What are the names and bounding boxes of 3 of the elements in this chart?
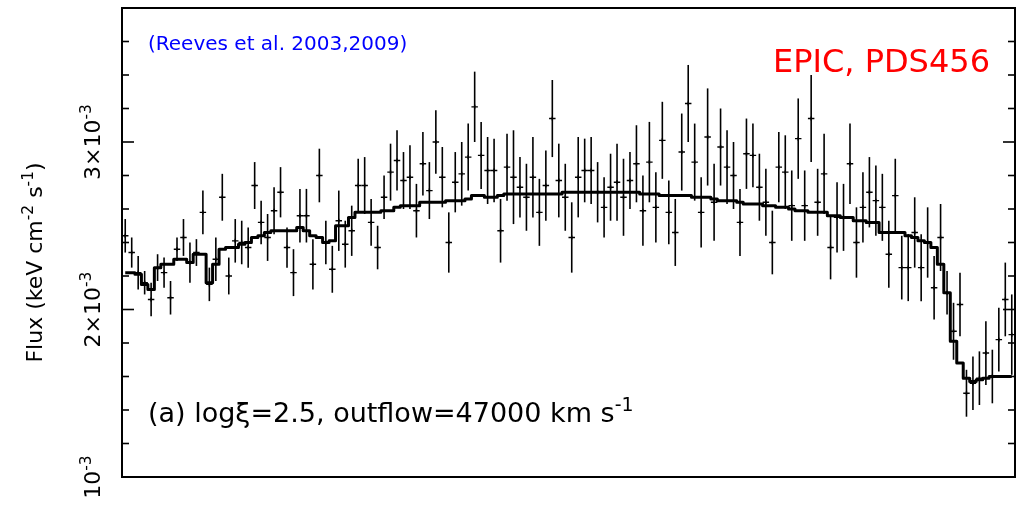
annotation: EPIC, PDS456 <box>773 42 990 80</box>
annotation: (a) logξ=2.5, outflow=47000 km s$^{-1}$ <box>148 393 634 428</box>
annotation: (Reeves et al. 2003,2009) <box>148 31 408 55</box>
